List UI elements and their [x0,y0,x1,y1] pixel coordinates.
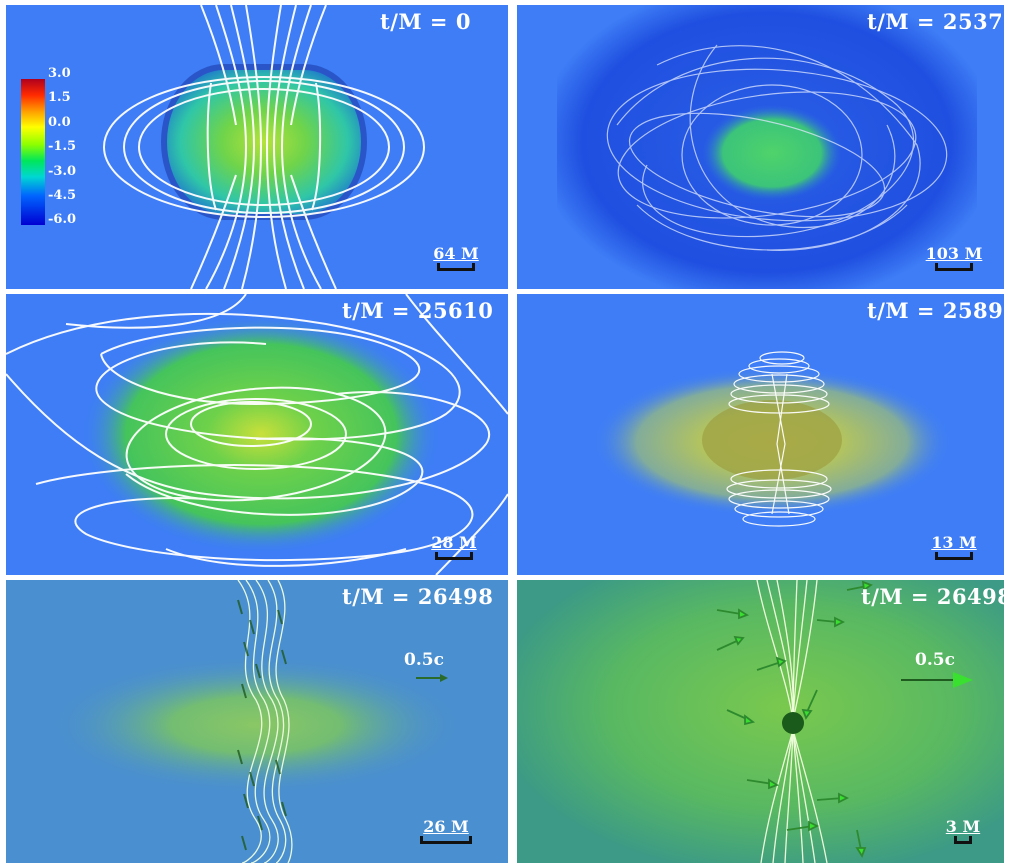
time-label: t/M = 25610 [342,298,494,323]
colorbar-tick: -3.0 [48,164,77,179]
green-medium [517,580,1004,863]
scale-bar-line [935,263,973,271]
panel-3-render [6,294,508,575]
scale-label: 64 M [433,244,479,263]
panel-4: t/M = 25894 13 M [517,294,1004,575]
jet-lattice [756,580,828,863]
colorbar [21,79,45,225]
scale-bar-line [935,552,973,560]
scale-bar: 3 M [923,818,1003,844]
velocity-label: 0.5c [915,650,955,670]
colorbar-tick: -6.0 [48,212,77,227]
scale-label: 13 M [931,533,977,552]
velocity-arrows [237,599,287,851]
green-core [702,105,842,201]
time-label: t/M = 25894 [867,298,1004,323]
time-label: t/M = 0 [380,9,471,34]
colorbar-tick: 0.0 [48,115,71,130]
velocity-arrows [716,580,873,859]
scale-bar: 26 M [406,818,486,844]
scale-bar-line [435,552,473,560]
panel-3: t/M = 25610 28 M [6,294,508,575]
colorbar-tick: 1.5 [48,90,71,105]
panel-5-render [46,580,466,863]
scale-label: 103 M [925,244,983,263]
time-label: t/M = 25376 [867,9,1004,34]
panel-2: t/M = 25376 103 M [517,5,1004,289]
panel-1: 3.0 1.5 0.0 -1.5 -3.0 -4.5 -6.0 t/M = 0 … [6,5,508,289]
scale-bar-line [437,263,475,271]
scale-bar: 103 M [914,245,994,271]
scale-bar-line [420,836,472,844]
velocity-label: 0.5c [404,650,444,670]
time-label: t/M = 26498 [342,584,494,609]
colorbar-tick: -1.5 [48,139,77,154]
panel-5: t/M = 26498 0.5c 26 M [6,580,508,863]
scale-bar: 64 M [416,245,496,271]
tangled-field-lines [6,294,508,575]
reference-arrow-head [440,674,448,682]
green-disk [46,655,466,795]
scale-bar: 28 M [414,534,494,560]
black-hole [782,712,804,734]
disk-core [702,400,842,480]
reference-arrow-head [953,672,973,688]
helical-field-lines [726,351,832,527]
panel-6-render [517,580,1004,863]
scale-bar-line [954,836,972,844]
panel-1-render [103,5,425,289]
colorbar-tick: -4.5 [48,188,77,203]
time-label: t/M = 26498 [861,584,1004,609]
tangled-field-lines [606,44,948,251]
panel-4-render [592,351,952,527]
colorbar-tick: 3.0 [48,66,71,81]
scale-label: 26 M [423,817,469,836]
scale-label: 28 M [431,533,477,552]
scale-bar: 13 M [914,534,994,560]
magnetic-field-lines [103,5,425,289]
panel-6: t/M = 26498 0.5c 3 M [517,580,1004,863]
panel-2-render [557,5,977,289]
jet-field-lines [237,580,293,863]
scale-label: 3 M [945,817,981,836]
